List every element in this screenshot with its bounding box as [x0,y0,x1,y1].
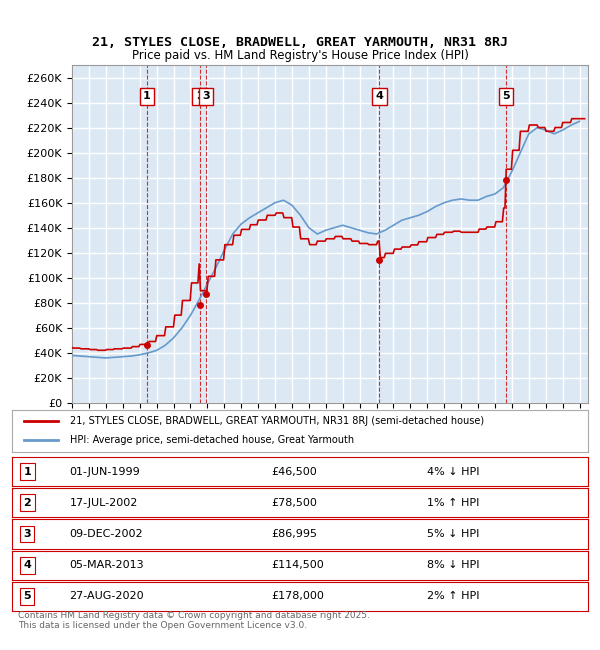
Text: 4% ↓ HPI: 4% ↓ HPI [427,467,479,476]
Text: 1: 1 [143,91,151,101]
Text: 5: 5 [502,91,510,101]
Text: 5% ↓ HPI: 5% ↓ HPI [427,529,479,539]
Text: 17-JUL-2002: 17-JUL-2002 [70,498,138,508]
Text: 09-DEC-2002: 09-DEC-2002 [70,529,143,539]
Text: £178,000: £178,000 [271,592,324,601]
Text: 4: 4 [376,91,383,101]
Text: 21, STYLES CLOSE, BRADWELL, GREAT YARMOUTH, NR31 8RJ: 21, STYLES CLOSE, BRADWELL, GREAT YARMOU… [92,36,508,49]
Text: 4: 4 [23,560,31,570]
Text: £46,500: £46,500 [271,467,317,476]
Text: 5: 5 [23,592,31,601]
Text: HPI: Average price, semi-detached house, Great Yarmouth: HPI: Average price, semi-detached house,… [70,435,354,445]
Text: 2: 2 [196,91,203,101]
Text: 1: 1 [23,467,31,476]
Text: 21, STYLES CLOSE, BRADWELL, GREAT YARMOUTH, NR31 8RJ (semi-detached house): 21, STYLES CLOSE, BRADWELL, GREAT YARMOU… [70,417,484,426]
Text: 27-AUG-2020: 27-AUG-2020 [70,592,144,601]
Text: 8% ↓ HPI: 8% ↓ HPI [427,560,479,570]
Text: 2% ↑ HPI: 2% ↑ HPI [427,592,479,601]
Text: 05-MAR-2013: 05-MAR-2013 [70,560,144,570]
Text: 01-JUN-1999: 01-JUN-1999 [70,467,140,476]
Text: 1% ↑ HPI: 1% ↑ HPI [427,498,479,508]
Text: 3: 3 [23,529,31,539]
Text: Contains HM Land Registry data © Crown copyright and database right 2025.
This d: Contains HM Land Registry data © Crown c… [18,611,370,630]
Text: £114,500: £114,500 [271,560,324,570]
Text: 2: 2 [23,498,31,508]
Text: 3: 3 [202,91,210,101]
Text: £86,995: £86,995 [271,529,317,539]
Text: £78,500: £78,500 [271,498,317,508]
Text: Price paid vs. HM Land Registry's House Price Index (HPI): Price paid vs. HM Land Registry's House … [131,49,469,62]
